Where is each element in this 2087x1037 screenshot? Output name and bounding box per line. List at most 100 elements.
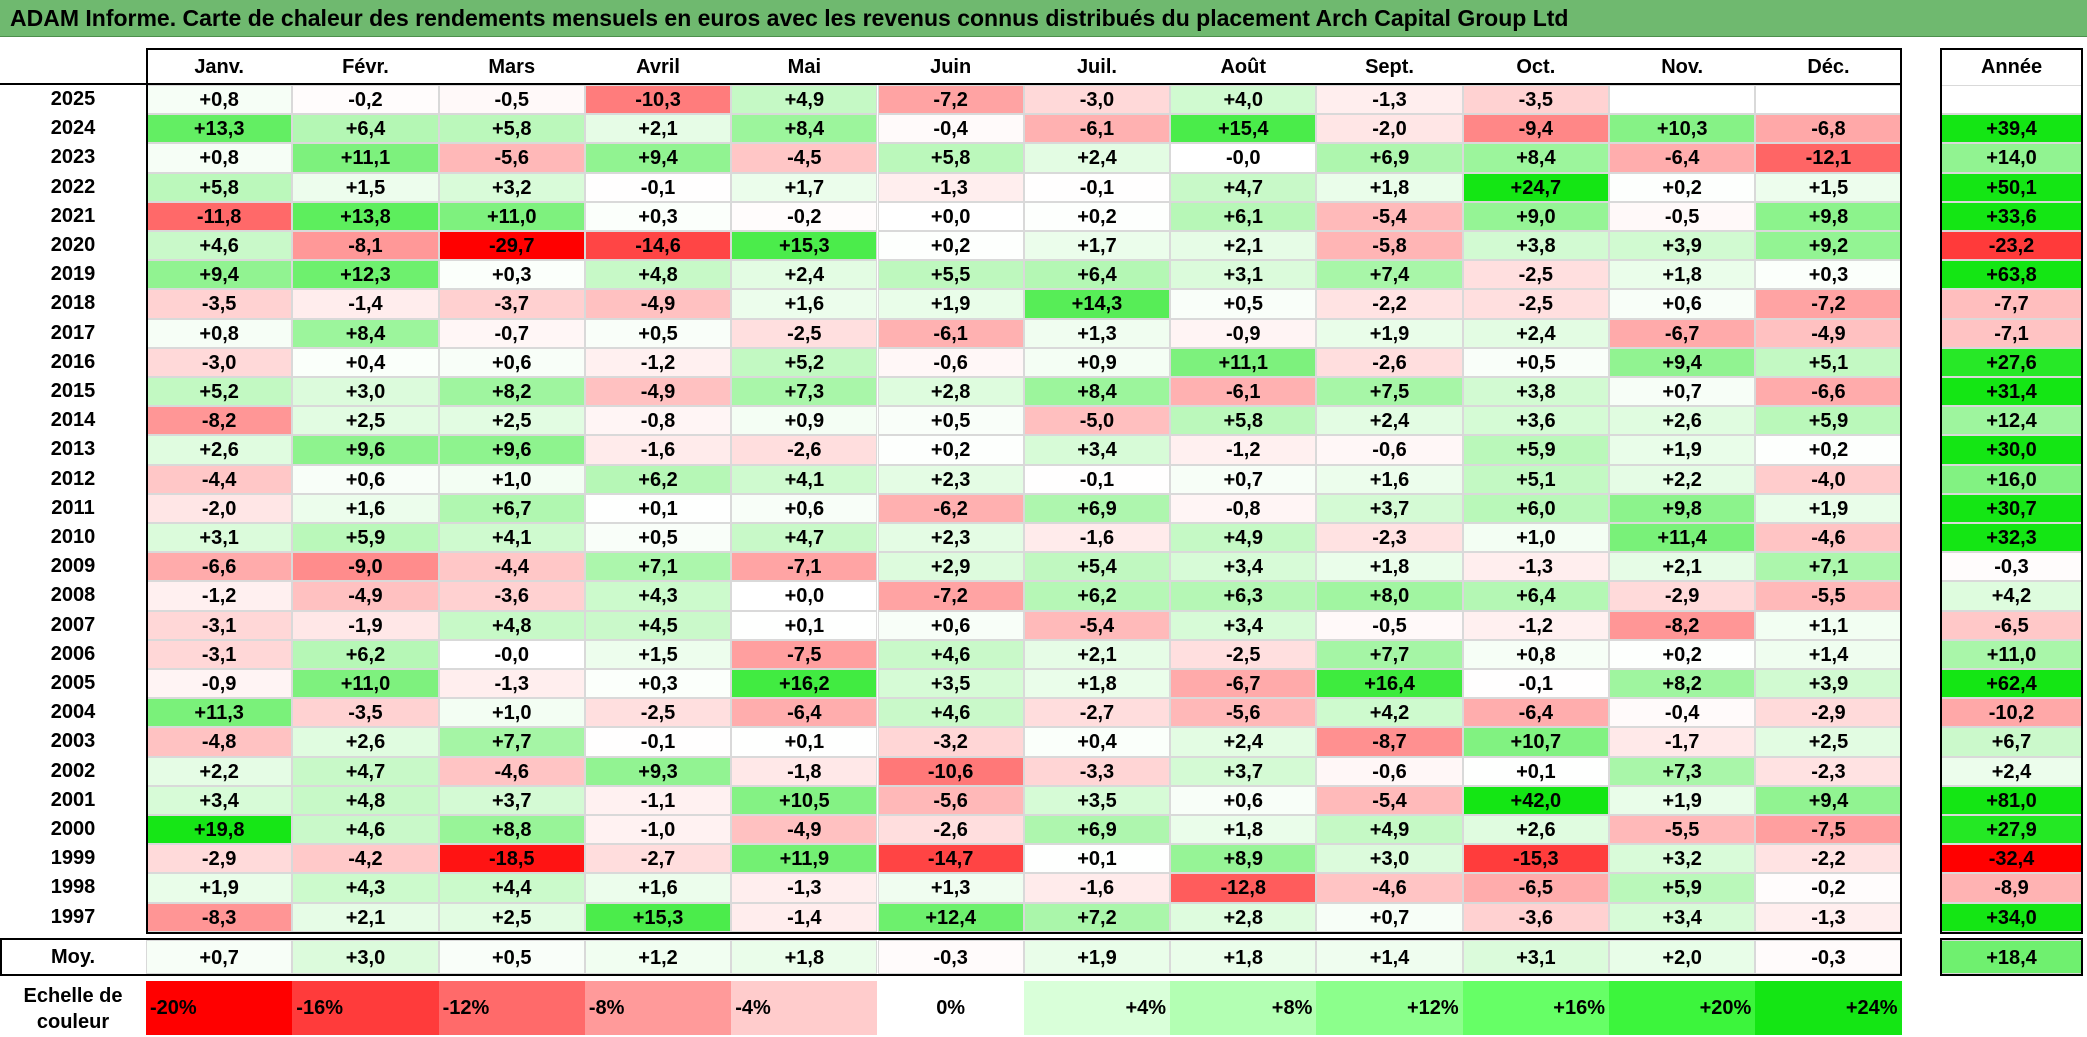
heatmap-cell: +1,8: [1316, 552, 1463, 582]
heatmap-cell: +0,3: [584, 201, 732, 231]
heatmap-cell: +2,6: [146, 435, 293, 465]
heatmap-cell: +24,7: [1462, 172, 1609, 202]
heatmap-cell: +6,7: [438, 493, 585, 523]
heatmap-cell: +6,1: [1170, 201, 1317, 231]
heatmap-cell: -5,4: [1023, 610, 1171, 640]
heatmap-cell: -1,2: [146, 581, 293, 611]
heatmap-cell: -7,2: [877, 85, 1024, 115]
color-scale-swatch: -12%: [438, 981, 585, 1035]
heatmap-cell: +3,8: [1462, 377, 1609, 407]
column-header: Janv.: [194, 56, 244, 78]
heatmap-cell: +8,2: [1609, 669, 1756, 699]
heatmap-cell: -1,1: [584, 785, 732, 815]
column-header: Août: [1220, 56, 1267, 78]
heatmap-cell: +6,9: [1316, 143, 1463, 173]
heatmap-cell: +0,8: [1462, 639, 1609, 669]
year-label: 2011: [51, 496, 95, 519]
heatmap-cell: +4,8: [438, 610, 585, 640]
heatmap-cell: -4,9: [292, 581, 439, 611]
heatmap-cell: +4,6: [146, 231, 293, 261]
heatmap-cell: -14,6: [584, 231, 732, 261]
heatmap-cell: +7,1: [1755, 552, 1902, 582]
heatmap-cell: +4,0: [1170, 85, 1317, 115]
heatmap-cell: -0,5: [438, 85, 585, 115]
heatmap-cell: +9,8: [1755, 201, 1902, 231]
heatmap-cell: -7,2: [1755, 289, 1902, 319]
heatmap-cell: +2,8: [877, 377, 1024, 407]
color-scale-label: Echelle de couleur: [23, 985, 123, 1033]
heatmap-cell: +2,3: [877, 464, 1024, 494]
heatmap-cell: +2,9: [877, 552, 1024, 582]
heatmap-cell: -7,1: [731, 552, 878, 582]
heatmap-cell: +8,2: [438, 377, 585, 407]
heatmap-cell: +12,3: [292, 260, 439, 290]
heatmap-cell: +5,9: [1609, 873, 1756, 903]
heatmap-cell: +1,6: [731, 289, 878, 319]
heatmap-cell: +6,4: [292, 114, 439, 144]
column-header: Juil.: [1076, 56, 1117, 78]
heatmap-cell: +8,0: [1316, 581, 1463, 611]
heatmap-cell: +2,4: [1462, 318, 1609, 348]
average-cell: +1,9: [1023, 939, 1171, 974]
heatmap-cell: -0,1: [584, 727, 732, 757]
heatmap-cell: +0,7: [1609, 377, 1756, 407]
heatmap-cell: -7,5: [1755, 815, 1902, 845]
heatmap-cell: +3,2: [1609, 844, 1756, 874]
heatmap-cell: -4,2: [292, 844, 439, 874]
annual-total-cell: [1940, 85, 2083, 115]
heatmap-cell: -5,0: [1023, 406, 1171, 436]
heatmap-cell: +4,8: [584, 260, 732, 290]
color-scale-swatch: +16%: [1462, 981, 1609, 1035]
heatmap-cell: +4,6: [877, 639, 1024, 669]
year-label: 2004: [50, 701, 96, 724]
heatmap-cell: -1,6: [584, 435, 732, 465]
column-header: Mai: [787, 56, 821, 78]
heatmap-cell: +0,2: [1609, 639, 1756, 669]
heatmap-cell: +0,6: [1170, 785, 1317, 815]
heatmap-cell: +8,4: [1462, 143, 1609, 173]
heatmap-cell: -5,6: [438, 143, 585, 173]
heatmap-cell: +6,9: [1023, 493, 1171, 523]
heatmap-cell: +2,5: [438, 406, 585, 436]
heatmap-cell: -3,6: [1462, 902, 1609, 932]
heatmap-cell: +9,0: [1462, 201, 1609, 231]
heatmap-cell: +0,2: [1609, 172, 1756, 202]
heatmap-cell: +9,2: [1755, 231, 1902, 261]
heatmap-cell: +0,3: [584, 669, 732, 699]
heatmap-cell: +4,7: [1170, 172, 1317, 202]
heatmap-cell: -1,2: [584, 347, 732, 377]
column-header: Juin: [930, 56, 972, 78]
year-label: 1999: [50, 847, 96, 870]
column-header: Déc.: [1807, 56, 1850, 78]
heatmap-cell: -5,5: [1755, 581, 1902, 611]
heatmap-cell: +14,3: [1023, 289, 1171, 319]
year-label: 2013: [50, 438, 96, 461]
heatmap-cell: -0,6: [1316, 756, 1463, 786]
annual-total-cell: +63,8: [1940, 260, 2083, 290]
heatmap-cell: -3,0: [146, 347, 293, 377]
average-cell: +1,8: [731, 939, 878, 974]
color-scale-swatch: +12%: [1316, 981, 1463, 1035]
heatmap-cell: +0,1: [584, 493, 732, 523]
heatmap-cell: +2,6: [1462, 815, 1609, 845]
heatmap-cell: -4,6: [438, 756, 585, 786]
heatmap-cell: -2,3: [1755, 756, 1902, 786]
year-label: 2014: [50, 409, 96, 432]
heatmap-cell: -4,9: [584, 377, 732, 407]
average-cell: +3,0: [292, 939, 439, 974]
heatmap-cell: -18,5: [438, 844, 585, 874]
heatmap-cell: +3,5: [1023, 785, 1171, 815]
heatmap-cell: +11,0: [292, 669, 439, 699]
heatmap-cell: +2,2: [1609, 464, 1756, 494]
heatmap-cell: -2,3: [1316, 523, 1463, 553]
heatmap-cell: +9,4: [1755, 785, 1902, 815]
annual-total-cell: -0,3: [1940, 552, 2083, 582]
heatmap-cell: -4,4: [146, 464, 293, 494]
heatmap-cell: +9,4: [1609, 347, 1756, 377]
heatmap-cell: -7,5: [731, 639, 878, 669]
heatmap-cell: -0,4: [877, 114, 1024, 144]
heatmap-cell: -6,5: [1462, 873, 1609, 903]
annual-total-cell: +14,0: [1940, 143, 2083, 173]
heatmap-cell: +16,2: [731, 669, 878, 699]
heatmap-cell: +3,4: [1170, 552, 1317, 582]
